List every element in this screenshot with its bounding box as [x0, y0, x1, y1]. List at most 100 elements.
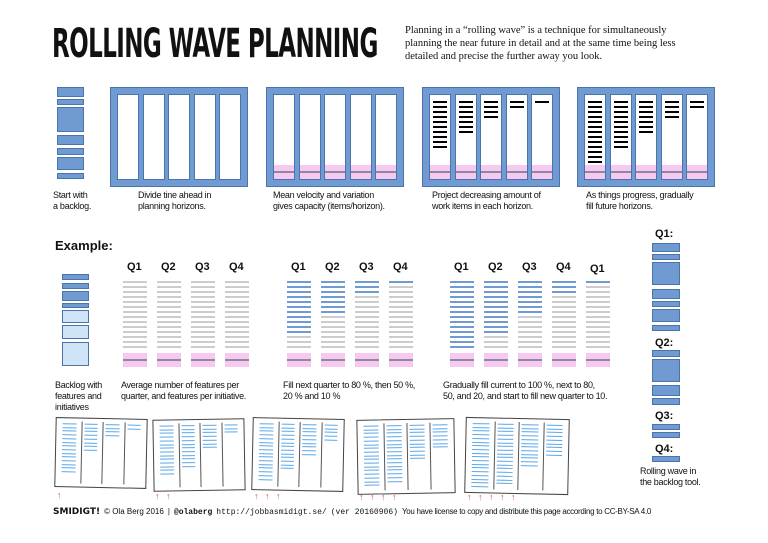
capacity-line [586, 301, 610, 303]
planned-feature-line [484, 331, 508, 333]
capacity-line [518, 321, 542, 323]
sketch-item-line [202, 435, 217, 438]
horizon-column [584, 94, 606, 180]
capacity-line [157, 321, 181, 323]
capacity-line [191, 321, 215, 323]
capacity-line [586, 331, 610, 333]
quarter-label: Q4 [393, 261, 408, 273]
sketch-item-line [472, 448, 489, 451]
planned-feature-line [389, 281, 413, 283]
sketch-item-line [410, 457, 426, 460]
capacity-line [157, 316, 181, 318]
work-item [588, 116, 602, 118]
sketch-item-line [387, 458, 403, 460]
backlog-item [57, 148, 84, 155]
example-heading: Example: [55, 238, 113, 253]
planned-feature-line [287, 286, 311, 288]
horizon-column [324, 94, 346, 180]
work-item [484, 106, 498, 108]
sketch-item-line [496, 434, 514, 437]
quarter-label: Q3 [359, 261, 374, 273]
sketch-item-line [202, 424, 216, 426]
sketch-item-line [497, 427, 514, 429]
capacity-band [484, 353, 508, 367]
sketch-item-line [105, 431, 119, 433]
backlog-item [652, 456, 680, 462]
work-item [690, 106, 704, 108]
planned-feature-line [450, 326, 474, 328]
capacity-line [191, 286, 215, 288]
sketch-item-line [363, 447, 379, 449]
sketch-item-line [224, 431, 238, 433]
sketch-item-line [61, 463, 76, 466]
intro-text: Planning in a “rolling wave” is a techni… [405, 25, 676, 62]
quarter-label: Q1 [127, 261, 142, 273]
sketch-item-line [258, 460, 273, 462]
capacity-band [274, 165, 294, 179]
capacity-line [552, 336, 576, 338]
sketch-item-line [364, 477, 380, 479]
footer: SMIDIGT! © Ola Berg 2016 | @olaberg http… [53, 507, 651, 517]
sketch-item-line [520, 461, 538, 463]
sketch-item-line [280, 449, 295, 451]
sketch-item-line [496, 445, 514, 448]
arrow-up-icon: ↑ [489, 492, 494, 503]
sketch-item-line [472, 426, 490, 429]
sketch-item-line [495, 479, 513, 481]
sketch-item-line [280, 453, 295, 455]
twitter-handle[interactable]: @olaberg [173, 508, 213, 517]
capacity-line [157, 286, 181, 288]
planned-feature-line [518, 286, 542, 288]
sketch-item-line [495, 482, 513, 485]
sketch-column-divider [492, 421, 496, 490]
sketch-item-line [181, 439, 195, 442]
sketch-item-line [521, 431, 539, 433]
horizon-column [429, 94, 451, 180]
work-item [484, 101, 498, 103]
sketch-item-line [62, 426, 77, 429]
sketch-column-divider [276, 421, 280, 487]
horizon-column [273, 94, 295, 180]
capacity-line [123, 321, 147, 323]
sketch-item-line [159, 429, 174, 431]
arrow-up-icon: ↑ [478, 492, 483, 503]
planned-feature-line [518, 311, 542, 313]
capacity-line [123, 291, 147, 293]
sketch-item-line [545, 431, 563, 434]
sketch-item-line [259, 452, 273, 455]
capacity-line [389, 326, 413, 328]
sketch-item-line [324, 424, 338, 426]
capacity-band [586, 353, 610, 367]
sketch-item-line [323, 439, 338, 441]
sketch-item-line [520, 457, 538, 459]
capacity-band [481, 165, 501, 179]
sketch-item-line [181, 458, 196, 460]
website-link[interactable]: http://jobbasmidigt.se/ [216, 508, 327, 517]
capacity-line [123, 326, 147, 328]
step-caption: Start with a backlog. [53, 190, 92, 211]
backlog-item [652, 289, 680, 299]
example-caption: Backlog with features and initiatives [55, 380, 102, 412]
sketch-item-line [386, 436, 402, 438]
sketch-item-line [323, 431, 338, 434]
backlog-item [652, 350, 680, 357]
sketch-item-line [363, 443, 379, 446]
sketch-item-line [432, 439, 448, 441]
work-item [588, 156, 602, 158]
sketch-item-line [387, 476, 403, 479]
planned-feature-line [484, 311, 508, 313]
capacity-line [157, 291, 181, 293]
sketch-item-line [160, 455, 174, 457]
sketch-item-line [409, 428, 425, 430]
work-item [458, 101, 473, 103]
capacity-band [325, 165, 345, 179]
sketch-item-line [546, 428, 563, 430]
work-item [613, 116, 628, 118]
example-caption: Average number of features per quarter, … [121, 380, 246, 401]
sketch-item-line [83, 431, 98, 433]
backlog-item [57, 173, 84, 179]
sketch-item-line [302, 446, 316, 448]
quarter-label: Q4 [229, 261, 244, 273]
work-item [588, 141, 602, 143]
sketch-column-divider [220, 422, 224, 487]
